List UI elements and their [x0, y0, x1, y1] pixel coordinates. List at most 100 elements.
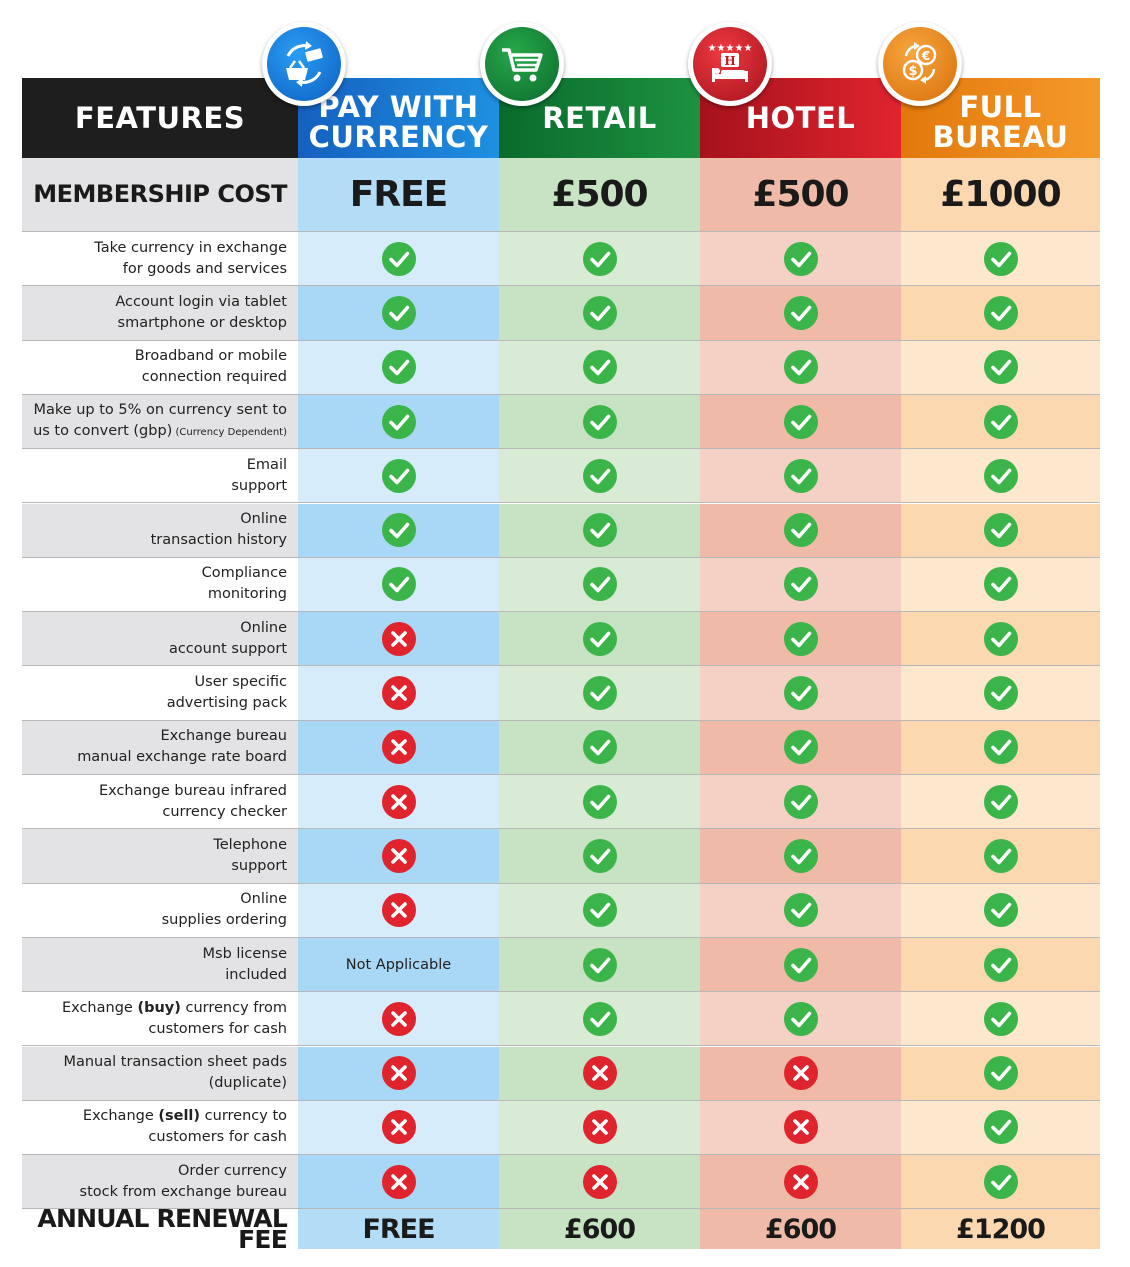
feature-value-full-bureau [901, 1046, 1100, 1100]
cross-icon [582, 1056, 617, 1091]
feature-label-cell: Online transaction history [22, 503, 298, 557]
features-header-label: FEATURES [74, 101, 246, 135]
feature-row: Exchange (buy) currency from customers f… [22, 992, 1100, 1047]
feature-row: Compliance monitoring [22, 557, 1100, 613]
feature-value-hotel [700, 286, 901, 340]
membership-cost-retail: £500 [499, 158, 700, 231]
renewal-fee-full-bureau: £1200 [901, 1209, 1100, 1250]
check-icon [582, 730, 617, 765]
feature-label: Online account support [168, 619, 287, 657]
feature-value-retail [499, 883, 700, 937]
feature-value-pay-with-currency [298, 232, 499, 286]
feature-row: Online transaction history [22, 503, 1100, 558]
feature-value-pay-with-currency [298, 666, 499, 720]
feature-value-retail [499, 829, 700, 883]
feature-row: Take currency in exchange for goods and … [22, 232, 1100, 287]
feature-row: Manual transaction sheet pads (duplicate… [22, 1046, 1100, 1101]
annual-renewal-fee-label-cell: ANNUAL RENEWAL FEE [22, 1204, 298, 1255]
feature-value-hotel [700, 394, 901, 449]
currency-exchange-coins-icon: € $ [878, 22, 962, 106]
annual-renewal-fee-label: ANNUAL RENEWAL FEE [37, 1204, 287, 1255]
membership-cost-row: MEMBERSHIP COST FREE £500 £500 £1000 [22, 158, 1100, 232]
membership-cost-value: £1000 [940, 174, 1061, 215]
check-icon [983, 567, 1018, 602]
feature-label-cell: Broadband or mobile connection required [22, 340, 298, 394]
feature-value-hotel [700, 992, 901, 1046]
check-icon [983, 621, 1018, 656]
check-icon [783, 1001, 818, 1036]
feature-value-full-bureau [901, 340, 1100, 394]
check-icon [582, 947, 617, 982]
plan-name: PAY WITH CURRENCY [308, 90, 489, 154]
feature-label-cell: Online supplies ordering [22, 883, 298, 937]
feature-label: Order currency stock from exchange burea… [79, 1162, 287, 1200]
feature-value-pay-with-currency [298, 286, 499, 340]
cross-icon [381, 1164, 416, 1199]
feature-label-cell: Make up to 5% on currency sent to us to … [22, 394, 298, 449]
feature-value-full-bureau [901, 992, 1100, 1046]
feature-value-retail [499, 937, 700, 992]
check-icon [983, 241, 1018, 276]
feature-row: Account login via tablet smartphone or d… [22, 286, 1100, 341]
feature-label: Take currency in exchange for goods and … [94, 239, 287, 277]
feature-value-retail [499, 340, 700, 394]
check-icon [783, 947, 818, 982]
check-icon [983, 295, 1018, 330]
feature-row: Online account support [22, 612, 1100, 667]
check-icon [983, 1001, 1018, 1036]
feature-row: Broadband or mobile connection required [22, 340, 1100, 395]
check-icon [983, 1164, 1018, 1199]
check-icon [381, 458, 416, 493]
feature-label: Online supplies ordering [161, 891, 287, 929]
feature-value-hotel [700, 1100, 901, 1155]
feature-row: Online supplies ordering [22, 883, 1100, 938]
feature-label: Exchange bureau infrared currency checke… [98, 782, 287, 820]
feature-label: Exchange (sell) currency to customers fo… [82, 1108, 287, 1146]
feature-value-hotel [700, 720, 901, 774]
check-icon [783, 458, 818, 493]
check-icon [582, 1001, 617, 1036]
svg-text:€: € [921, 49, 930, 63]
check-icon [582, 513, 617, 548]
check-icon [983, 947, 1018, 982]
feature-value-hotel [700, 340, 901, 394]
feature-value-full-bureau [901, 937, 1100, 992]
feature-value-pay-with-currency [298, 557, 499, 612]
feature-label: Broadband or mobile connection required [134, 348, 287, 386]
feature-label: Email support [231, 456, 287, 494]
svg-text:H: H [724, 54, 735, 68]
check-icon [783, 730, 818, 765]
renewal-fee-value: £1200 [956, 1213, 1046, 1245]
feature-value-hotel [700, 937, 901, 992]
check-icon [582, 404, 617, 439]
feature-row: User specific advertising pack [22, 666, 1100, 721]
check-icon [381, 404, 416, 439]
feature-row: Exchange bureau infrared currency checke… [22, 775, 1100, 830]
check-icon [983, 513, 1018, 548]
feature-label-cell: Exchange (sell) currency to customers fo… [22, 1100, 298, 1155]
check-icon [582, 838, 617, 873]
membership-cost-label-cell: MEMBERSHIP COST [22, 158, 298, 231]
cross-icon [381, 1001, 416, 1036]
check-icon [983, 730, 1018, 765]
feature-value-retail [499, 775, 700, 829]
cross-icon [783, 1056, 818, 1091]
feature-label: Msb license included [202, 945, 288, 983]
feature-label: Exchange (buy) currency from customers f… [61, 999, 287, 1037]
feature-label-cell: Order currency stock from exchange burea… [22, 1155, 298, 1209]
svg-text:★★★★★: ★★★★★ [708, 43, 753, 54]
check-icon [983, 784, 1018, 819]
cross-icon [381, 893, 416, 928]
feature-value-hotel [700, 1155, 901, 1209]
cross-icon [582, 1110, 617, 1145]
feature-label: Account login via tablet smartphone or d… [115, 293, 287, 331]
check-icon [381, 241, 416, 276]
check-icon [783, 838, 818, 873]
plan-name: HOTEL [745, 101, 856, 135]
check-icon [582, 784, 617, 819]
feature-value-full-bureau [901, 829, 1100, 883]
feature-value-pay-with-currency [298, 1046, 499, 1100]
feature-label: Manual transaction sheet pads (duplicate… [63, 1054, 287, 1092]
feature-value-hotel [700, 232, 901, 286]
feature-value-pay-with-currency [298, 883, 499, 937]
